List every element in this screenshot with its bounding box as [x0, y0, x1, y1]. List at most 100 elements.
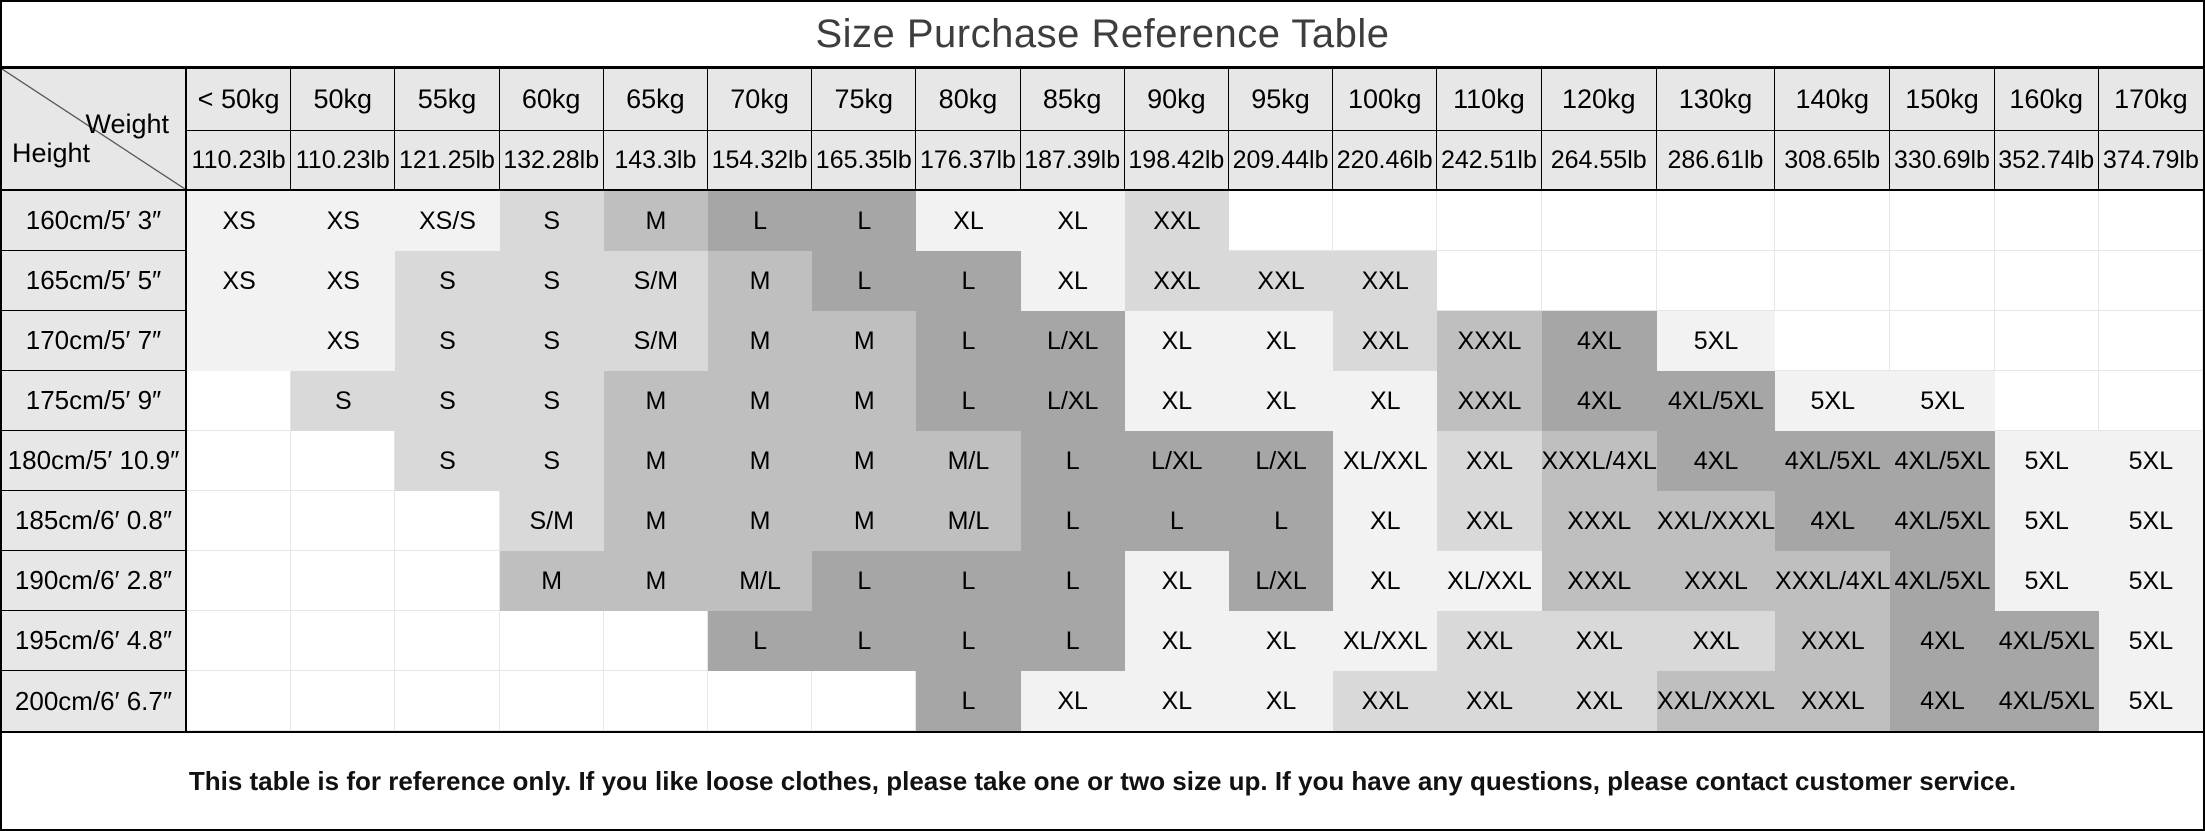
weight-header-lb: 110.23lb [291, 131, 396, 191]
weight-header-kg: 70kg [707, 69, 813, 131]
size-cell [603, 611, 708, 671]
size-cell [291, 671, 396, 731]
size-cell [187, 611, 292, 671]
size-cell [187, 311, 292, 371]
size-cell: M [707, 251, 813, 311]
size-cell [2098, 371, 2203, 431]
size-cell: M [707, 311, 813, 371]
size-cell: XL [1333, 551, 1438, 611]
size-table: Weight Height < 50kg 50kg 55kg 60kg 65kg 70kg… [2, 66, 2203, 733]
size-cell: 5XL [1890, 371, 1995, 431]
size-cell: 5XL [2098, 491, 2203, 551]
weight-header-lb: 374.79lb [2098, 131, 2203, 191]
size-cell: XL [1333, 371, 1438, 431]
height-row-header: 160cm/5′ 3″ [2, 191, 187, 251]
size-cell: M/L [916, 491, 1021, 551]
size-cell: XXL [1333, 671, 1438, 731]
weight-header-lb: 209.44lb [1228, 131, 1334, 191]
size-cell: XL [1124, 551, 1229, 611]
size-cell [707, 671, 813, 731]
size-cell: XXXL [1775, 671, 1891, 731]
weight-header-lb: 154.32lb [707, 131, 813, 191]
size-cell [187, 371, 292, 431]
size-cell: XL [1228, 311, 1334, 371]
weight-header-kg: 65kg [603, 69, 708, 131]
weight-header-kg: 120kg [1541, 69, 1657, 131]
size-cell: XL [1124, 611, 1229, 671]
size-cell: M [603, 431, 708, 491]
footer-note: This table is for reference only. If you… [188, 765, 2017, 796]
title-bar: Size Purchase Reference Table [2, 2, 2203, 66]
size-cell: 5XL [1656, 311, 1776, 371]
size-cell: XXL [1437, 671, 1542, 731]
size-cell [1994, 311, 2099, 371]
size-cell: XXXL [1656, 551, 1776, 611]
size-cell: XL [1020, 251, 1125, 311]
size-cell [395, 671, 500, 731]
size-cell [291, 431, 396, 491]
size-cell [395, 611, 500, 671]
height-row-header: 175cm/5′ 9″ [2, 371, 187, 431]
size-cell: 5XL [2098, 551, 2203, 611]
size-cell: XXL [1437, 431, 1542, 491]
weight-header-kg: 170kg [2098, 69, 2203, 131]
weight-header-kg: 160kg [1994, 69, 2099, 131]
size-cell: 4XL [1775, 491, 1891, 551]
size-cell: XXXL/4XL [1541, 431, 1657, 491]
size-cell: L [1020, 491, 1125, 551]
size-cell: 5XL [1994, 491, 2099, 551]
size-cell: XL [916, 191, 1021, 251]
size-cell [187, 491, 292, 551]
size-cell [1775, 311, 1891, 371]
size-cell: M/L [916, 431, 1021, 491]
size-cell: 4XL/5XL [1890, 551, 1995, 611]
size-cell [1890, 191, 1995, 251]
size-cell: XL [1124, 671, 1229, 731]
size-cell: XL [1228, 671, 1334, 731]
weight-header-kg: 55kg [395, 69, 500, 131]
weight-header-lb: 187.39lb [1020, 131, 1125, 191]
size-cell: XXXL [1437, 311, 1542, 371]
size-cell: XXL [1333, 311, 1438, 371]
size-cell: XL [1228, 611, 1334, 671]
size-cell: S [395, 371, 500, 431]
size-cell: M [707, 491, 813, 551]
size-cell: S [499, 431, 604, 491]
size-cell: L [916, 311, 1021, 371]
size-cell: M [812, 431, 917, 491]
size-cell: S/M [499, 491, 604, 551]
size-cell: XXXL [1775, 611, 1891, 671]
size-cell [1775, 191, 1891, 251]
size-cell [2098, 311, 2203, 371]
size-cell: L [812, 191, 917, 251]
size-cell: L [1228, 491, 1334, 551]
weight-header-kg: 60kg [499, 69, 604, 131]
size-cell: 4XL [1541, 371, 1657, 431]
weight-header-kg: 80kg [916, 69, 1021, 131]
height-row-header: 170cm/5′ 7″ [2, 311, 187, 371]
weight-header-kg: 85kg [1020, 69, 1125, 131]
size-cell: S [499, 191, 604, 251]
size-cell [187, 671, 292, 731]
size-cell: S [291, 371, 396, 431]
weight-axis-label: Weight [85, 109, 169, 139]
height-row-header: 195cm/6′ 4.8″ [2, 611, 187, 671]
weight-header-lb: 264.55lb [1541, 131, 1657, 191]
size-cell: L [812, 611, 917, 671]
size-cell: XXL/XXXL [1656, 671, 1776, 731]
size-cell: M [603, 191, 708, 251]
size-cell: XXL [1541, 611, 1657, 671]
size-cell: 5XL [2098, 431, 2203, 491]
size-cell: L [916, 671, 1021, 731]
size-cell: 4XL [1890, 611, 1995, 671]
size-cell: M [603, 491, 708, 551]
size-cell [395, 491, 500, 551]
weight-header-lb: 352.74lb [1994, 131, 2099, 191]
size-cell: M [603, 551, 708, 611]
size-cell: M [812, 311, 917, 371]
weight-header-lb: 220.46lb [1333, 131, 1438, 191]
size-cell: XXL [1437, 491, 1542, 551]
size-cell [291, 491, 396, 551]
size-cell: S [395, 311, 500, 371]
